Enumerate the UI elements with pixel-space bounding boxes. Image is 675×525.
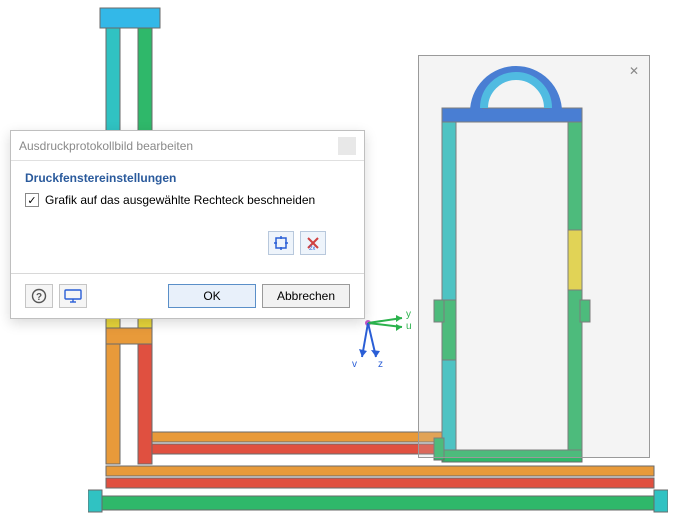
clear-selection-button[interactable]: 2x [300,231,326,255]
clear-selection-icon: 2x [305,235,321,251]
close-icon[interactable]: ✕ [629,64,639,78]
svg-text:?: ? [36,292,42,303]
dialog-titlebar[interactable]: Ausdruckprotokollbild bearbeiten × [11,131,364,161]
fit-selection-button[interactable] [268,231,294,255]
dialog-title: Ausdruckprotokollbild bearbeiten [19,139,193,153]
crop-checkbox-label: Grafik auf das ausgewählte Rechteck besc… [45,193,315,207]
axis-gizmo: y u v z [358,313,418,373]
crop-checkbox-row[interactable]: ✓ Grafik auf das ausgewählte Rechteck be… [25,193,350,207]
fit-selection-icon [273,235,289,251]
section-title: Druckfenstereinstellungen [25,171,350,185]
crop-checkbox[interactable]: ✓ [25,193,39,207]
checkmark-icon: ✓ [27,194,36,207]
axis-u-label: u [406,321,412,332]
ok-button[interactable]: OK [168,284,256,308]
axis-y-label: y [406,309,411,320]
axis-v-label: v [352,359,357,370]
axis-z-label: z [378,359,383,370]
crop-selection-rectangle[interactable]: ✕ [418,55,650,458]
dialog-close-button[interactable]: × [338,137,356,155]
help-button[interactable]: ? [25,284,53,308]
display-mode-icon [64,289,82,303]
cancel-button[interactable]: Abbrechen [262,284,350,308]
print-image-edit-dialog: Ausdruckprotokollbild bearbeiten × Druck… [10,130,365,319]
svg-text:2x: 2x [309,246,315,251]
close-icon: × [344,140,350,151]
help-icon: ? [31,288,47,304]
display-mode-button[interactable] [59,284,87,308]
